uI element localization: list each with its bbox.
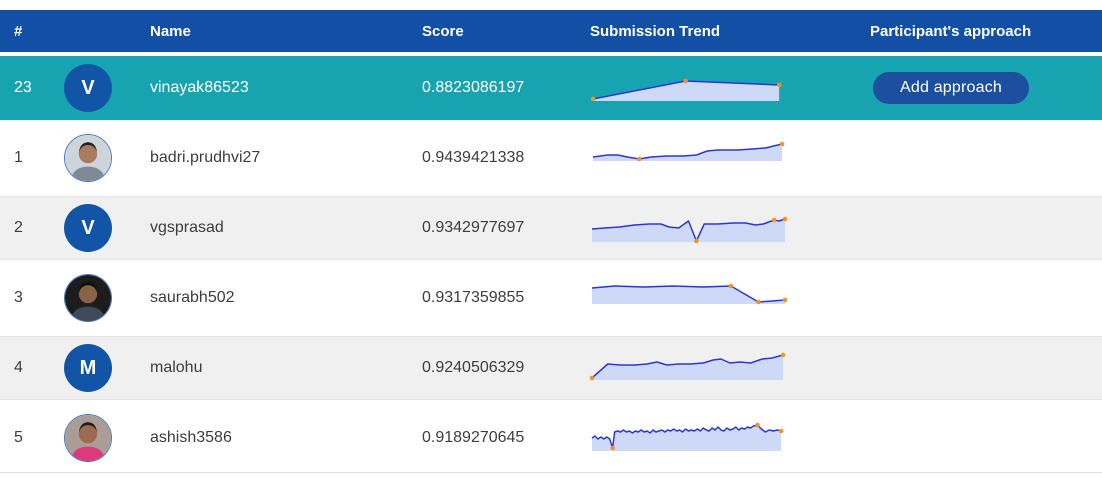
photo-avatar[interactable]: [64, 134, 112, 182]
avatar[interactable]: V: [64, 64, 112, 112]
header-name: Name: [150, 22, 191, 40]
score-value: 0.9240506329: [422, 359, 525, 376]
table-header-row: # Name Score Submission Trend Participan…: [0, 10, 1102, 52]
avatar[interactable]: V: [64, 204, 112, 252]
avatar[interactable]: [64, 134, 112, 182]
avatar-letter: V: [81, 76, 95, 99]
table-row: 4 M malohu 0.9240506329: [0, 336, 1102, 400]
table-row: 5 ashish3586 0.9189270645: [0, 406, 1102, 470]
submission-trend-sparkline: [592, 142, 785, 162]
participant-name[interactable]: badri.prudhvi27: [150, 149, 261, 166]
avatar[interactable]: [64, 274, 112, 322]
avatar[interactable]: M: [64, 344, 112, 392]
score-value: 0.9342977697: [422, 219, 525, 236]
participant-name[interactable]: vinayak86523: [150, 79, 249, 96]
rank-value: 3: [14, 289, 23, 306]
score-value: 0.9317359855: [422, 289, 525, 306]
rank-value: 23: [14, 79, 32, 96]
rank-value: 2: [14, 219, 23, 236]
header-score: Score: [422, 22, 464, 40]
score-value: 0.9189270645: [422, 429, 525, 446]
profile-photo: [65, 275, 111, 321]
submission-trend-sparkline: [590, 78, 782, 102]
table-row: 1 badri.prudhvi27 0.9439421338: [0, 126, 1102, 190]
header-submission-trend: Submission Trend: [590, 22, 721, 40]
submission-trend-sparkline: [591, 422, 784, 451]
participant-name[interactable]: malohu: [150, 359, 203, 376]
participant-name[interactable]: ashish3586: [150, 429, 232, 446]
avatar-letter: M: [79, 356, 97, 379]
rank-value: 4: [14, 359, 23, 376]
profile-photo: [65, 415, 111, 461]
avatar[interactable]: [64, 414, 112, 462]
rank-value: 1: [14, 149, 23, 166]
letter-avatar[interactable]: V: [64, 64, 112, 112]
table-body: 23 V vinayak86523 0.8823086197 Add appro…: [0, 56, 1102, 470]
photo-avatar[interactable]: [64, 274, 112, 322]
score-value: 0.9439421338: [422, 149, 525, 166]
rank-value: 5: [14, 429, 23, 446]
submission-trend-sparkline: [590, 352, 786, 381]
table-row: 3 saurabh502 0.9317359855: [0, 266, 1102, 330]
profile-photo: [65, 135, 111, 181]
table-bottom-divider: [0, 472, 1102, 473]
participant-name[interactable]: saurabh502: [150, 289, 235, 306]
score-value: 0.8823086197: [422, 79, 525, 96]
table-row: 2 V vgsprasad 0.9342977697: [0, 196, 1102, 260]
submission-trend-sparkline: [591, 216, 787, 244]
avatar-letter: V: [81, 216, 95, 239]
submission-trend-sparkline: [591, 283, 787, 305]
add-approach-button[interactable]: Add approach: [873, 72, 1030, 104]
letter-avatar[interactable]: M: [64, 344, 112, 392]
photo-avatar[interactable]: [64, 414, 112, 462]
letter-avatar[interactable]: V: [64, 204, 112, 252]
header-rank: #: [14, 22, 23, 40]
participant-name[interactable]: vgsprasad: [150, 219, 224, 236]
header-participants-approach: Participant's approach: [870, 22, 1032, 40]
table-row: 23 V vinayak86523 0.8823086197 Add appro…: [0, 56, 1102, 120]
